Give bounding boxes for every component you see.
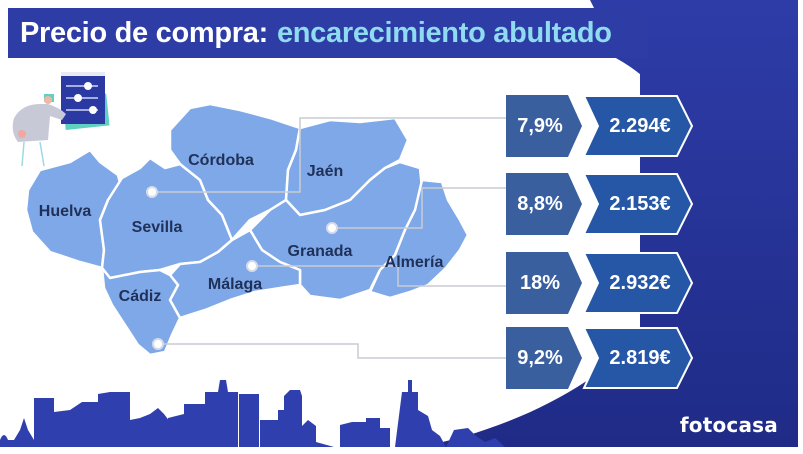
pct-box-shape — [506, 95, 582, 157]
province-label-sevilla: Sevilla — [131, 219, 183, 236]
province-label-cordoba: Córdoba — [188, 152, 254, 169]
pct-box-shape — [506, 327, 582, 389]
title-main: Precio de compra: — [20, 16, 268, 49]
pct-box-shape — [506, 173, 582, 235]
stat-row-malaga: 18% 2.932€ — [506, 252, 694, 314]
leader-line-cadiz — [158, 343, 506, 359]
leader-line-granada — [332, 187, 506, 229]
cadiz-marker — [152, 338, 164, 350]
price-box-shape — [582, 173, 694, 235]
infographic: Precio de compra: encarecimiento abultad… — [0, 0, 798, 447]
price-value: 2.932€ — [609, 271, 671, 294]
province-almeria — [368, 178, 470, 300]
leader-line-sevilla — [152, 117, 506, 193]
price-box-shape — [582, 95, 694, 157]
price-value: 2.294€ — [609, 114, 671, 137]
stat-row-sevilla: 7,9% 2.294€ — [506, 95, 694, 157]
leader-line-malaga — [252, 265, 506, 287]
price-box-shape — [582, 252, 694, 314]
price-value: 2.153€ — [609, 192, 671, 215]
sevilla-marker — [146, 186, 158, 198]
province-label-jaen: Jaén — [306, 163, 344, 180]
granada-marker — [326, 222, 338, 234]
province-label-granada: Granada — [287, 243, 353, 260]
stat-row-cadiz: 9,2% 2.819€ — [506, 327, 694, 389]
fotocasa-logo: fotocasa — [679, 413, 778, 437]
pct-box-shape — [506, 252, 582, 314]
malaga-marker — [246, 260, 258, 272]
change-value: 9,2% — [517, 346, 563, 369]
change-value: 8,8% — [517, 192, 563, 215]
province-label-malaga: Málaga — [207, 276, 263, 293]
price-box-shape — [582, 327, 694, 389]
person-settings-illustration-icon — [12, 72, 110, 167]
province-label-huelva: Huelva — [38, 203, 92, 220]
province-label-cadiz: Cádiz — [118, 288, 162, 305]
change-value: 18% — [519, 271, 561, 294]
province-malaga — [168, 228, 302, 320]
stat-row-granada: 8,8% 2.153€ — [506, 173, 694, 235]
change-value: 7,9% — [517, 114, 563, 137]
page-title: Precio de compra: encarecimiento abultad… — [8, 8, 648, 58]
city-skyline-icon — [0, 380, 505, 447]
title-highlight: encarecimiento abultado — [276, 16, 612, 49]
province-label-almeria: Almería — [384, 254, 444, 271]
andalucia-map — [24, 102, 506, 359]
province-cadiz — [100, 266, 182, 357]
price-value: 2.819€ — [609, 346, 671, 369]
